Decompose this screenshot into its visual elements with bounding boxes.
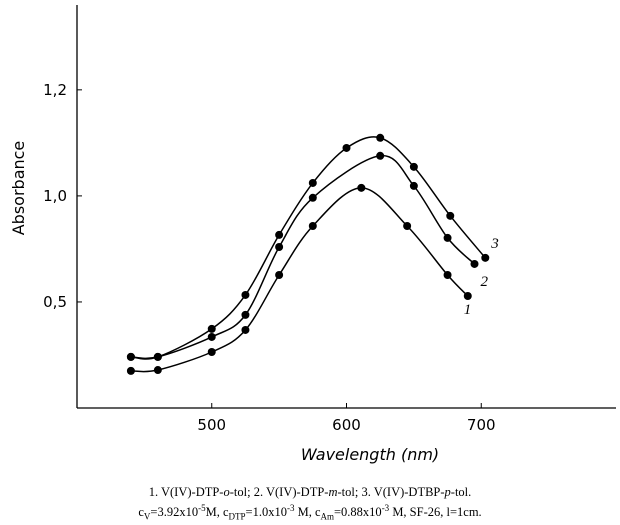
absorbance-chart: 500 600 700 0,5 1,0 1,2 12 3 Absorbance Wavele… [9, 5, 616, 464]
series-2-label: 2 [481, 274, 489, 290]
series-3-point [342, 143, 351, 152]
series-3-line [130, 136, 486, 360]
y-axis-title: Absorbance [9, 141, 28, 236]
series-3-point [153, 352, 162, 361]
y-tick-label: 1,2 [43, 81, 67, 99]
series-3-point [241, 290, 250, 299]
series-1-point [207, 348, 216, 357]
series-3-point [308, 178, 317, 187]
series-2-point [275, 243, 284, 252]
y-tick-label: 1,0 [43, 187, 67, 205]
series-1-point [153, 366, 162, 375]
series-2-point [376, 151, 385, 160]
series-2-point [207, 332, 216, 341]
caption-line-1: 1. V(IV)-DTP-o-tol; 2. V(IV)-DTP-m-tol; … [148, 485, 472, 499]
series-1-point [241, 325, 250, 334]
series-3-point [126, 352, 135, 361]
series-1-point [275, 271, 284, 280]
series-3-point [409, 162, 418, 171]
series-1-line [130, 187, 469, 373]
series-1-point [403, 222, 412, 231]
series-3-point [481, 253, 490, 262]
series-2-point [308, 193, 317, 202]
series-3-point [207, 324, 216, 333]
x-axis-title: Wavelength (nm) [301, 445, 439, 464]
series-2-point [470, 259, 479, 268]
series-1-label: 1 [464, 302, 472, 318]
series-2-point [409, 181, 418, 190]
series-2-point [443, 233, 452, 242]
series-3-point [275, 230, 284, 239]
series-1-point [308, 222, 317, 231]
x-tick-label: 600 [332, 416, 361, 434]
caption-line-2: cV=3.92x10-5M, cDTP=1.0x10-3 M, cAm=0.88… [138, 503, 482, 522]
series-1-point [126, 366, 135, 375]
series-1-point [443, 271, 452, 280]
series-1-point [463, 292, 472, 301]
x-tick-label: 500 [197, 416, 226, 434]
series-2-point [241, 310, 250, 319]
series-3-point [446, 211, 455, 220]
series-3-point [376, 133, 385, 142]
series-1-point [357, 183, 366, 192]
series-3-label: 3 [490, 236, 499, 252]
series-2-line [130, 155, 476, 360]
y-tick-label: 0,5 [43, 293, 67, 311]
x-tick-label: 700 [467, 416, 496, 434]
